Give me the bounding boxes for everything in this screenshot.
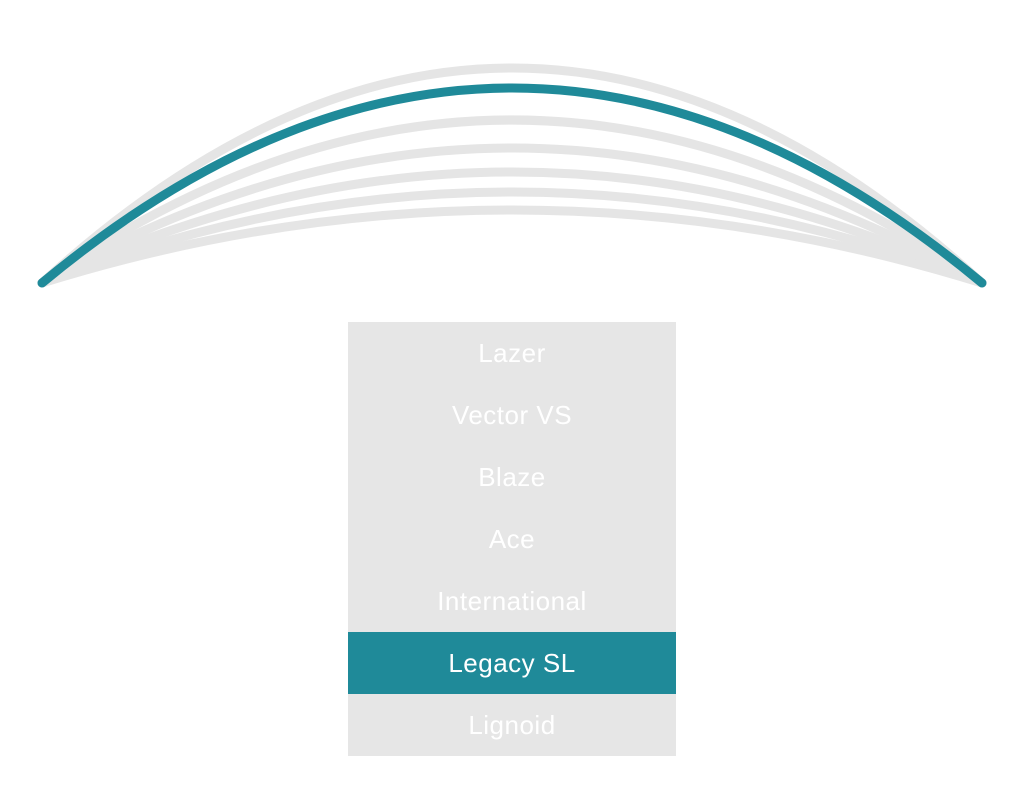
option-item[interactable]: Ace [348, 508, 676, 570]
option-label: Blaze [478, 462, 546, 493]
arcs-diagram [0, 0, 1024, 340]
option-item[interactable]: Lazer [348, 322, 676, 384]
option-item[interactable]: Blaze [348, 446, 676, 508]
option-item[interactable]: Lignoid [348, 694, 676, 756]
option-label: Lazer [478, 338, 546, 369]
option-label: International [437, 586, 587, 617]
option-label: Ace [489, 524, 535, 555]
option-item[interactable]: Vector VS [348, 384, 676, 446]
options-list: Lazer Vector VS Blaze Ace International Legac… [348, 322, 676, 756]
option-label: Vector VS [452, 400, 572, 431]
option-label: Legacy SL [448, 648, 575, 679]
option-item[interactable]: Legacy SL [348, 632, 676, 694]
option-label: Lignoid [468, 710, 555, 741]
arc-6 [42, 210, 982, 283]
option-item[interactable]: International [348, 570, 676, 632]
